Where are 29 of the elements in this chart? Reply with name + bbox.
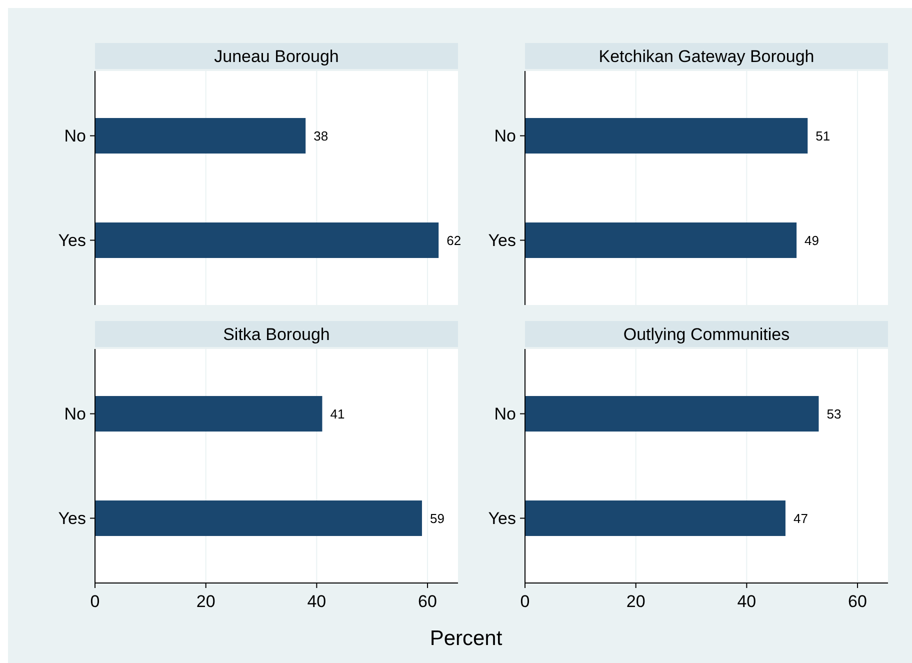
x-tick-label: 20 [196, 592, 216, 611]
data-label: 62 [446, 232, 462, 248]
data-label: 59 [430, 510, 444, 526]
x-tick-label: 0 [90, 592, 100, 611]
x-tick-label: 60 [418, 592, 437, 611]
chart-title: Juneau Borough [214, 46, 339, 66]
data-label: 38 [314, 128, 328, 144]
x-tick-label: 0 [520, 592, 530, 611]
x-tick-label: 20 [626, 592, 646, 611]
chart-title: Ketchikan Gateway Borough [598, 46, 814, 66]
y-tick-label: No [64, 126, 86, 146]
chart-title: Sitka Borough [223, 324, 330, 344]
data-label: 53 [826, 406, 842, 422]
data-label: 47 [793, 510, 808, 526]
y-tick-label: No [494, 404, 516, 424]
y-tick-label: Yes [58, 231, 86, 250]
x-axis-title: Percent [430, 627, 502, 650]
x-tick-label: 60 [848, 592, 867, 611]
y-tick-label: No [494, 126, 516, 146]
data-label: 49 [804, 232, 820, 248]
y-tick-label: Yes [488, 509, 516, 528]
y-tick-label: No [64, 404, 86, 424]
x-tick-label: 40 [307, 592, 326, 611]
data-label: 41 [330, 406, 345, 422]
data-label: 51 [816, 128, 830, 144]
x-tick-label: 40 [737, 592, 756, 611]
y-tick-label: Yes [58, 509, 86, 528]
y-tick-label: Yes [488, 231, 516, 250]
chart-title: Outlying Communities [623, 324, 790, 344]
